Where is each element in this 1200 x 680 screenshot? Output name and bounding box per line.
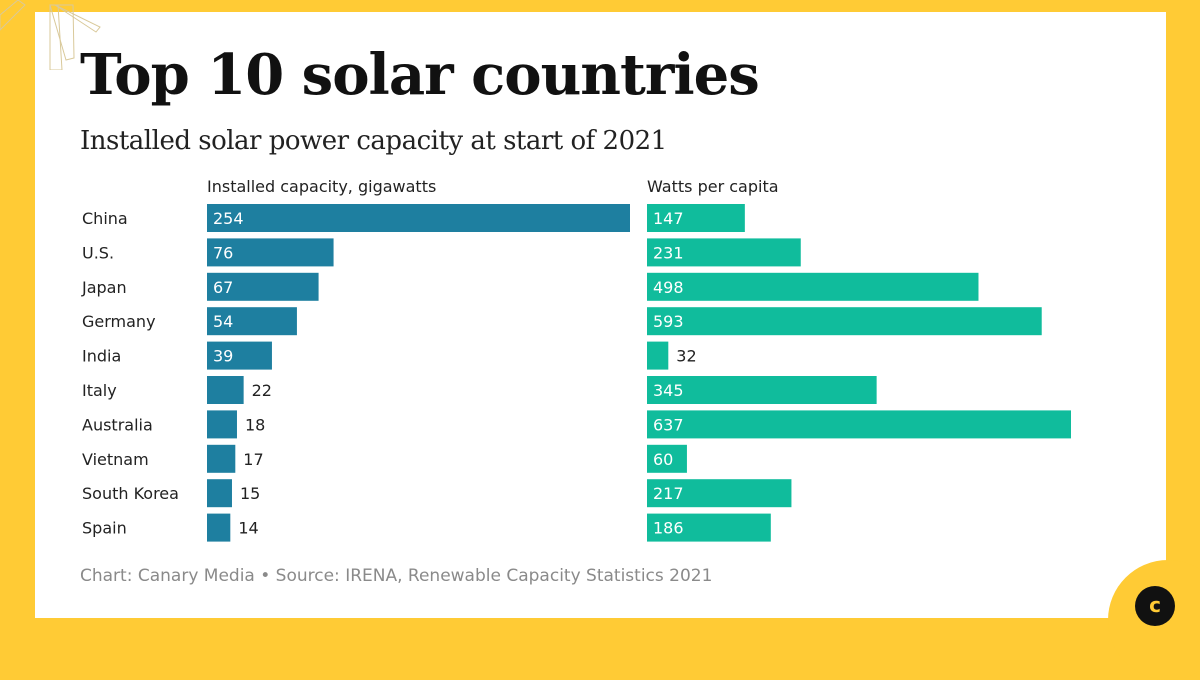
per-capita-value-label: 186 — [653, 519, 684, 538]
capacity-value-label: 67 — [213, 278, 233, 297]
capacity-bar — [207, 238, 334, 267]
capacity-header: Installed capacity, gigawatts — [207, 177, 437, 196]
country-label: Australia — [82, 415, 153, 434]
per-capita-value-label: 147 — [653, 209, 684, 228]
per-capita-bar — [647, 238, 801, 267]
country-label: Vietnam — [82, 450, 149, 469]
capacity-bar — [207, 272, 319, 301]
capacity-value-label: 14 — [238, 519, 258, 538]
capacity-bar — [207, 376, 244, 404]
per-capita-bar — [647, 444, 687, 473]
capacity-bar — [207, 307, 297, 336]
per-capita-bar — [647, 513, 771, 542]
capacity-bar — [207, 444, 236, 473]
country-label: U.S. — [82, 243, 114, 262]
per-capita-value-label: 217 — [653, 484, 684, 503]
per-capita-header: Watts per capita — [647, 177, 779, 196]
per-capita-bar — [647, 479, 792, 508]
country-label: Italy — [82, 381, 117, 400]
country-label: South Korea — [82, 484, 179, 503]
per-capita-value-label: 32 — [676, 347, 696, 366]
capacity-value-label: 22 — [252, 381, 272, 400]
capacity-value-label: 17 — [243, 450, 263, 469]
capacity-value-label: 76 — [213, 243, 233, 262]
per-capita-bar — [647, 410, 1071, 439]
source-footer: Chart: Canary Media • Source: IRENA, Ren… — [80, 566, 713, 586]
country-label: Japan — [81, 278, 127, 297]
capacity-bar — [207, 479, 232, 508]
sun-rays-decoration — [0, 0, 101, 70]
country-label: China — [82, 209, 128, 228]
per-capita-value-label: 637 — [653, 415, 684, 434]
per-capita-bar — [647, 204, 745, 232]
bar-charts: China U.S. Japan Germany India Italy Australia… — [81, 204, 1071, 542]
per-capita-value-label: 498 — [653, 278, 684, 297]
capacity-bar — [207, 410, 237, 439]
per-capita-bar — [647, 272, 979, 301]
per-capita-value-label: 231 — [653, 243, 684, 262]
page-title: Top 10 solar countries — [80, 42, 760, 108]
capacity-value-label: 254 — [213, 209, 244, 228]
capacity-value-label: 15 — [240, 484, 260, 503]
per-capita-value-label: 593 — [653, 312, 684, 331]
capacity-value-label: 39 — [213, 347, 233, 366]
capacity-value-label: 18 — [245, 415, 265, 434]
country-label: India — [82, 347, 121, 366]
canary-media-logo: c — [1135, 586, 1175, 626]
country-label: Spain — [82, 519, 127, 538]
per-capita-bar — [647, 376, 877, 404]
per-capita-value-label: 345 — [653, 381, 684, 400]
capacity-value-label: 54 — [213, 312, 233, 331]
capacity-bar — [207, 204, 630, 232]
capacity-bar — [207, 341, 272, 370]
per-capita-value-label: 60 — [653, 450, 673, 469]
country-label: Germany — [82, 312, 156, 331]
capacity-bar — [207, 513, 231, 542]
subtitle: Installed solar power capacity at start … — [80, 126, 667, 156]
per-capita-bar — [647, 341, 669, 370]
per-capita-bar — [647, 307, 1042, 336]
